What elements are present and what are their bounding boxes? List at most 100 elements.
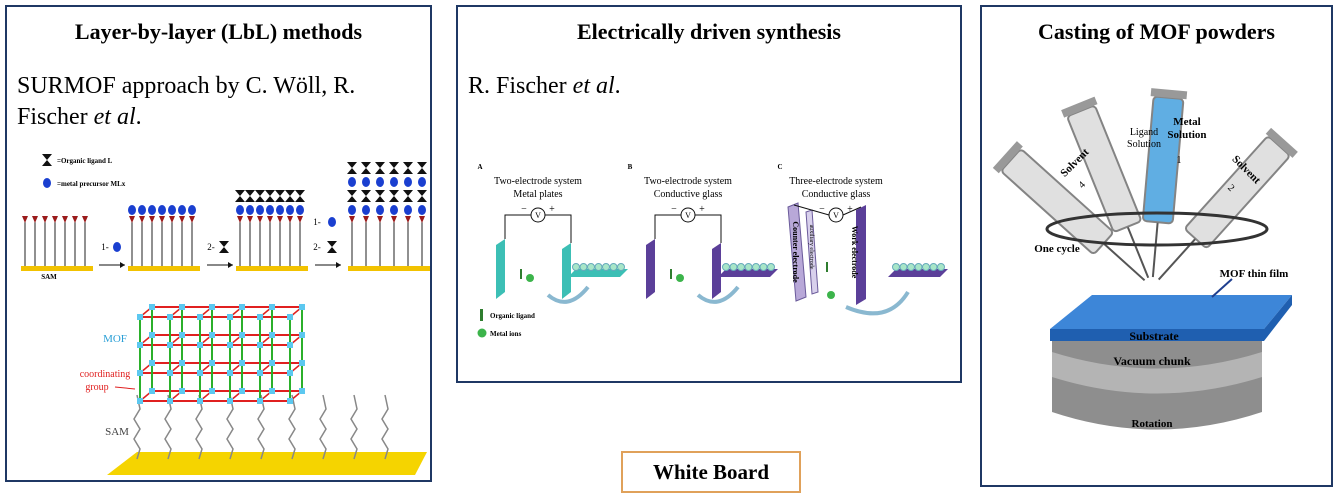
syringe: [1061, 96, 1150, 279]
crystal: [759, 263, 768, 271]
node: [269, 332, 275, 338]
label: Vacuum chunk: [1113, 354, 1191, 368]
metal-icon: [113, 242, 121, 252]
substrate: [888, 269, 948, 277]
node: [257, 342, 263, 348]
chain: [350, 394, 358, 460]
node: [257, 314, 263, 320]
node: [179, 388, 185, 394]
ion: [526, 274, 534, 282]
node: [167, 314, 173, 320]
ligand-icon: [361, 190, 371, 202]
metal-icon: [43, 178, 51, 188]
node: [137, 342, 143, 348]
label: =Organic ligand L: [57, 157, 113, 165]
ion: [477, 328, 487, 338]
node: [179, 360, 185, 366]
node: [269, 304, 275, 310]
node: [167, 398, 173, 404]
node: [197, 370, 203, 376]
anchor: [22, 216, 28, 223]
node: [197, 342, 203, 348]
anchor: [32, 216, 38, 223]
text-italic: et al: [93, 104, 136, 130]
metal-icon: [128, 205, 136, 215]
wire: [545, 214, 572, 243]
anchor: [405, 216, 411, 223]
label: Rotation: [1132, 418, 1173, 430]
ion: [827, 291, 835, 299]
sam-base: [128, 266, 200, 271]
substrate-edge: [1050, 295, 1292, 341]
label: Metal ions: [490, 330, 522, 338]
node: [179, 332, 185, 338]
label: V: [685, 211, 691, 220]
label: −: [819, 204, 825, 215]
crystal: [594, 263, 603, 271]
chuck-band: [1052, 352, 1262, 394]
anchor: [189, 216, 195, 223]
node: [269, 388, 275, 394]
metal-icon: [376, 177, 384, 187]
label: 2-: [207, 242, 215, 252]
panel-casting: Casting of MOF powders Substrate Vacuum c…: [980, 5, 1333, 487]
metal-icon: [276, 205, 284, 215]
node: [299, 332, 305, 338]
metal-icon: [148, 205, 156, 215]
chain: [133, 394, 141, 460]
label: Substrate: [1129, 329, 1179, 343]
crystal: [602, 263, 610, 271]
cycle-arrow: [1045, 211, 1269, 247]
ligand-icon: [245, 190, 255, 202]
barrel: [1184, 136, 1290, 249]
ligand-icon: [375, 190, 385, 202]
ligand-icon: [235, 190, 245, 202]
anchor: [159, 216, 165, 223]
crystal: [937, 263, 945, 271]
ligand-icon: [275, 190, 285, 202]
node: [239, 388, 245, 394]
ligand-icon: [265, 190, 275, 202]
ligand-icon: [219, 241, 229, 253]
label: 1-: [101, 242, 109, 252]
label: Conductive glass: [654, 189, 723, 200]
ligand-icon: [417, 190, 427, 202]
label: Work electrode: [850, 226, 859, 279]
text: .: [135, 104, 142, 130]
crystal: [744, 263, 753, 271]
crystal: [922, 263, 930, 271]
node: [257, 370, 263, 376]
ligand-icon: [403, 162, 413, 174]
wire: [504, 214, 531, 239]
crystal: [729, 263, 738, 271]
process-arrow: [546, 285, 590, 304]
ligand-icon: [255, 190, 265, 202]
metal-icon: [296, 205, 304, 215]
label: Conductive glass: [802, 189, 871, 200]
electrode: [496, 239, 505, 299]
node: [167, 370, 173, 376]
ligand-icon: [361, 162, 371, 174]
ligand-icon: [42, 154, 52, 166]
anchor: [82, 216, 88, 223]
metal-icon: [362, 177, 370, 187]
pointer: [1211, 278, 1233, 298]
label: Metal plates: [513, 189, 562, 200]
plunger: [992, 141, 1023, 174]
label: Metal: [1173, 116, 1200, 128]
label: +: [549, 204, 555, 215]
label: Ligand: [1130, 127, 1158, 138]
syringe: [1142, 88, 1188, 278]
anchor: [247, 216, 253, 223]
anchor: [363, 216, 369, 223]
node: [167, 342, 173, 348]
label: Counter electrode: [791, 221, 800, 283]
node: [149, 360, 155, 366]
crystal: [899, 263, 908, 271]
label: Solution: [1127, 139, 1161, 150]
ligand-icon: [347, 162, 357, 174]
plunger: [1150, 88, 1188, 100]
label: V: [833, 211, 839, 220]
label: +: [699, 204, 705, 215]
wire: [793, 204, 830, 216]
